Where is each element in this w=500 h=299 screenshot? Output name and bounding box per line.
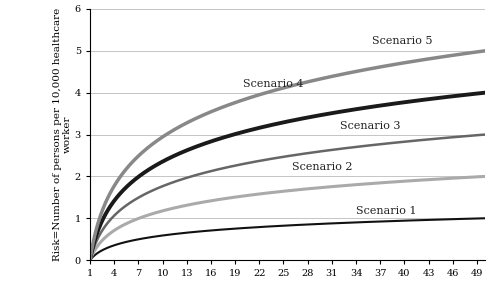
- Y-axis label: Risk=Number of persons per 10,000 healthcare
worker: Risk=Number of persons per 10,000 health…: [52, 8, 72, 261]
- Text: Scenario 1: Scenario 1: [356, 206, 416, 216]
- Text: Scenario 5: Scenario 5: [372, 36, 432, 46]
- Text: Scenario 3: Scenario 3: [340, 121, 400, 131]
- Text: Scenario 2: Scenario 2: [292, 162, 352, 172]
- Text: Scenario 4: Scenario 4: [243, 79, 304, 89]
